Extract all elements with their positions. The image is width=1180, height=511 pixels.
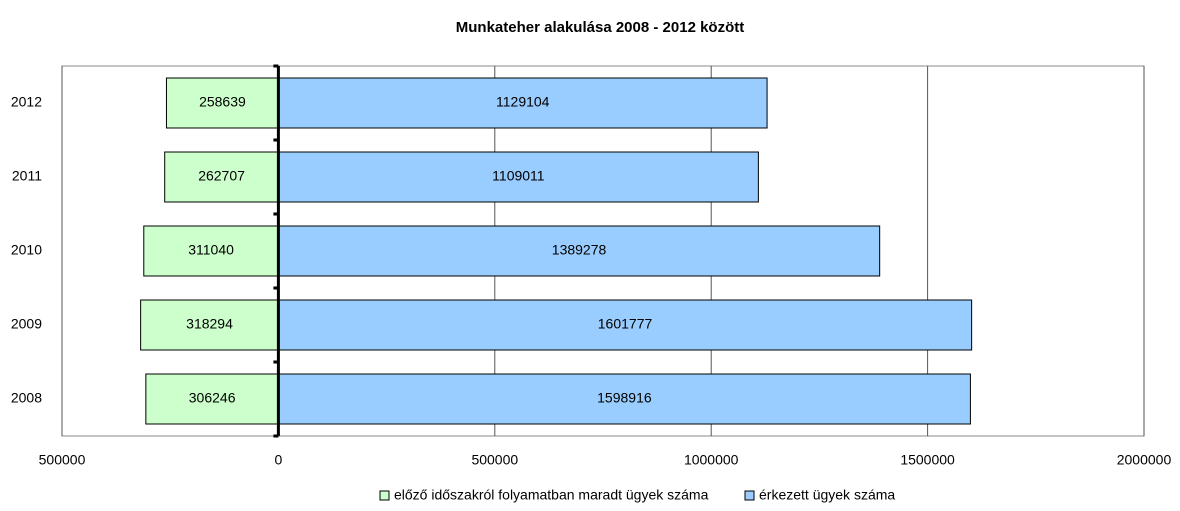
bar bbox=[140, 299, 279, 351]
legend-swatch bbox=[379, 490, 390, 501]
bar bbox=[164, 151, 279, 203]
x-tick-label: 1500000 bbox=[900, 452, 955, 468]
data-label: 1598916 bbox=[597, 390, 652, 406]
bar bbox=[165, 77, 279, 129]
bar bbox=[277, 299, 973, 351]
y-tick-label: 2012 bbox=[11, 94, 42, 110]
data-label: 1129104 bbox=[496, 94, 550, 110]
x-tick-label: 500000 bbox=[39, 452, 86, 468]
y-tick-label: 2011 bbox=[12, 168, 42, 184]
bar bbox=[145, 373, 279, 425]
data-label: 1389278 bbox=[552, 242, 607, 258]
y-tick-label: 2009 bbox=[11, 316, 42, 332]
data-label: 258639 bbox=[199, 94, 246, 110]
data-label: 262707 bbox=[198, 168, 245, 184]
data-label: 311040 bbox=[188, 242, 234, 258]
bar bbox=[277, 373, 971, 425]
legend-label: előző időszakról folyamatban maradt ügye… bbox=[394, 487, 709, 503]
x-tick-label: 1000000 bbox=[684, 452, 739, 468]
legend-label: érkezett ügyek száma bbox=[759, 487, 895, 503]
bar bbox=[277, 77, 768, 129]
data-label: 1109011 bbox=[492, 168, 545, 184]
data-label: 318294 bbox=[186, 316, 233, 332]
y-tick-label: 2010 bbox=[11, 242, 42, 258]
data-label: 1601777 bbox=[598, 316, 653, 332]
chart-title: Munkateher alakulása 2008 - 2012 között bbox=[456, 19, 744, 36]
bar bbox=[143, 225, 279, 277]
bar bbox=[277, 225, 881, 277]
x-tick-label: 0 bbox=[275, 452, 283, 468]
legend-swatch bbox=[744, 490, 755, 501]
x-tick-label: 500000 bbox=[471, 452, 518, 468]
x-tick-label: 2000000 bbox=[1117, 452, 1172, 468]
data-label: 306246 bbox=[189, 390, 236, 406]
y-tick-label: 2008 bbox=[11, 390, 42, 406]
